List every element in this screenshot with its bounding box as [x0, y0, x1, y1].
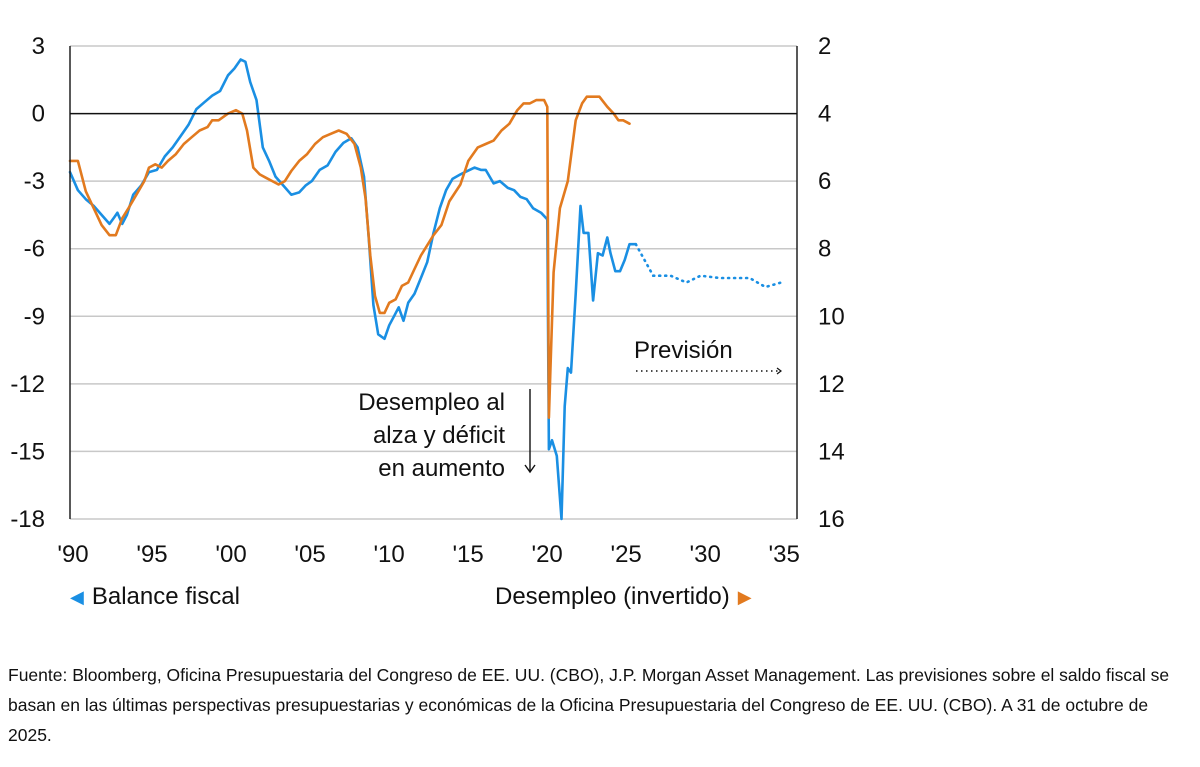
right-triangle-icon: ▶ [737, 586, 752, 607]
axes [69, 46, 798, 519]
chart: 3 0 -3 -6 -9 -12 -15 -18 2 4 6 8 10 12 14 16 '90 '95 '00… [10, 33, 845, 568]
series-line-desempleo [68, 95, 631, 419]
right-tick-label: 6 [818, 168, 831, 195]
annotation-rising-unemployment: Desempleo al alza y déficit en aumento [358, 389, 536, 482]
right-axis-ticks: 2 4 6 8 10 12 14 16 [818, 33, 845, 533]
legend-label-desempleo: Desempleo (invertido) [495, 583, 730, 610]
left-tick-label: -6 [24, 236, 45, 263]
x-tick-label: '25 [611, 541, 642, 568]
right-tick-label: 10 [818, 303, 845, 330]
left-tick-label: 3 [32, 33, 45, 60]
left-tick-label: -18 [10, 506, 45, 533]
left-tick-label: 0 [32, 101, 45, 128]
left-triangle-icon: ◀ [70, 586, 84, 607]
annotation-line-2: alza y déficit [373, 422, 505, 449]
x-tick-label: '90 [57, 541, 88, 568]
legend-desempleo: Desempleo (invertido) ▶ [495, 583, 752, 611]
x-tick-label: '35 [769, 541, 800, 568]
annotation-line-1: Desempleo al [358, 389, 505, 416]
left-tick-label: -15 [10, 438, 45, 465]
legend-label-balance: Balance fiscal [91, 583, 240, 610]
x-tick-label: '10 [373, 541, 404, 568]
down-arrow-icon [524, 464, 536, 474]
x-tick-label: '15 [452, 541, 483, 568]
left-tick-label: -9 [24, 303, 45, 330]
series-line-balance-fiscal [68, 58, 638, 521]
annotation-forecast: Previsión [634, 337, 782, 375]
footnote: Fuente: Bloomberg, Oficina Presupuestari… [8, 665, 1170, 745]
forecast-label: Previsión [634, 337, 733, 364]
gridlines [70, 45, 797, 520]
series-group [68, 58, 783, 521]
right-tick-label: 4 [818, 101, 831, 128]
x-tick-label: '30 [690, 541, 721, 568]
right-tick-label: 12 [818, 371, 845, 398]
x-tick-label: '05 [294, 541, 325, 568]
left-tick-label: -12 [10, 371, 45, 398]
x-tick-label: '20 [531, 541, 562, 568]
x-axis-ticks: '90 '95 '00 '05 '10 '15 '20 '25 '30 '35 [57, 541, 799, 568]
legend-balance-fiscal: ◀ Balance fiscal [70, 583, 240, 611]
x-tick-label: '95 [136, 541, 167, 568]
right-tick-label: 2 [818, 33, 831, 60]
right-tick-label: 8 [818, 236, 831, 263]
x-tick-label: '00 [215, 541, 246, 568]
annotation-line-3: en aumento [378, 455, 505, 482]
series-line-balance-forecast [634, 242, 783, 289]
left-tick-label: -3 [24, 168, 45, 195]
left-axis-ticks: 3 0 -3 -6 -9 -12 -15 -18 [10, 33, 45, 533]
right-tick-label: 14 [818, 438, 845, 465]
right-arrow-icon [776, 367, 782, 375]
right-tick-label: 16 [818, 506, 845, 533]
